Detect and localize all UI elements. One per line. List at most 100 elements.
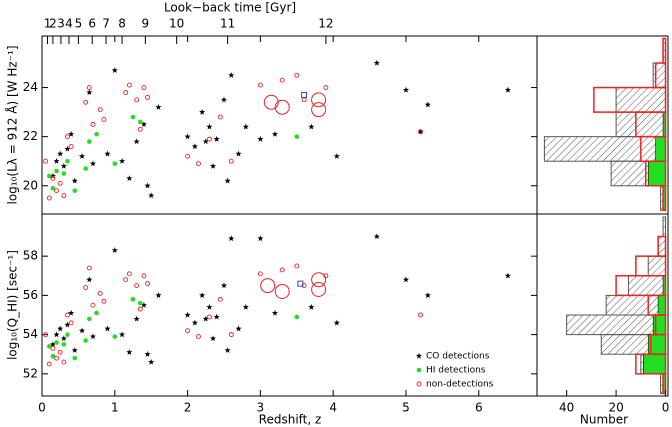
histogram-bar	[543, 136, 667, 162]
co-point	[228, 72, 235, 78]
top-tick-label: 1	[44, 17, 52, 31]
histogram-bar	[627, 275, 667, 296]
co-point	[210, 335, 217, 342]
nondetection-point	[145, 281, 151, 287]
co-point	[111, 67, 118, 73]
top-tick-label: 7	[102, 17, 110, 31]
hi-point	[50, 185, 56, 191]
co-point	[210, 162, 217, 169]
co-point	[220, 282, 228, 289]
co-point	[144, 182, 151, 189]
co-point	[202, 315, 209, 322]
nondetection-point	[43, 332, 49, 338]
highlight-ring	[311, 272, 327, 288]
nondetection-point	[294, 72, 300, 78]
y-axis-title: log₁₀(Lλ = 912 Å) [W Hz⁻¹]	[5, 46, 20, 205]
x-axis-title: Number	[580, 413, 628, 427]
nondetection-point	[196, 334, 201, 340]
nondetection-point	[46, 361, 52, 367]
co-point	[308, 303, 315, 310]
co-point	[333, 319, 340, 326]
top-tick-label: 3	[57, 17, 65, 31]
co-point	[89, 333, 96, 340]
co-point	[140, 121, 147, 127]
highlight-ring	[311, 92, 327, 108]
histogram-bar	[635, 255, 667, 277]
x-tick-label: 0	[662, 401, 670, 415]
hi-point	[94, 310, 99, 316]
top-tick-label: 4	[65, 17, 73, 31]
top-tick-label: 5	[75, 17, 83, 31]
hi-point	[416, 367, 422, 373]
co-point	[373, 233, 380, 240]
co-point	[257, 135, 264, 142]
co-point	[184, 133, 191, 140]
nondetection-point	[206, 314, 212, 320]
hi-point	[130, 114, 136, 120]
nondetection-point	[301, 97, 307, 103]
histogram-bar	[655, 136, 666, 162]
nondetection-point	[418, 129, 423, 135]
nondetection-point	[279, 267, 285, 273]
nondetection-point	[134, 283, 140, 289]
nondetection-point	[123, 90, 129, 95]
nondetection-point	[196, 161, 201, 167]
co-point	[64, 145, 71, 152]
top-tick-label: 6	[88, 17, 96, 31]
nondetection-point	[86, 85, 92, 91]
co-point	[206, 123, 213, 130]
hi-point	[137, 300, 143, 306]
top-tick-label: 11	[220, 17, 235, 31]
y-axis-title: log₁₀(Q_HI) [sec⁻¹]	[6, 250, 20, 360]
co-point	[57, 325, 64, 332]
x-tick-label: 2	[184, 401, 192, 415]
hi-point	[46, 344, 52, 349]
nondetection-point	[279, 77, 285, 83]
highlight-ring	[274, 283, 290, 299]
co-point	[68, 309, 75, 316]
y-tick-label: 24	[23, 80, 38, 94]
x-tick-label: 3	[257, 401, 265, 415]
square-point	[297, 280, 304, 287]
co-point	[199, 292, 206, 298]
x-tick-label: 1	[111, 401, 119, 415]
nondetection-point	[416, 381, 422, 387]
highlight-ring	[274, 99, 290, 115]
hi-point	[72, 188, 78, 193]
co-point	[68, 131, 75, 137]
hi-point	[94, 131, 99, 137]
hi-point	[294, 134, 300, 139]
nondetection-point	[50, 345, 56, 351]
co-point	[235, 325, 242, 332]
histogram-bar	[605, 294, 667, 316]
hi-point	[61, 342, 67, 347]
hi-point	[83, 166, 88, 171]
nondetection-point	[61, 193, 67, 199]
nondetection-point	[68, 320, 74, 326]
co-point	[60, 162, 67, 169]
x-tick-label: 20	[608, 401, 623, 415]
panel-frame	[41, 35, 538, 215]
nondetection-point	[43, 158, 49, 164]
nondetection-point	[97, 290, 103, 296]
hi-point	[54, 168, 59, 174]
hi-point	[46, 173, 52, 179]
hi-point	[112, 334, 118, 339]
co-point	[333, 153, 340, 159]
nondetection-point	[101, 117, 107, 122]
x-tick-label: 4	[329, 401, 337, 415]
co-point	[191, 143, 198, 150]
co-point	[71, 347, 78, 353]
nondetection-point	[126, 82, 132, 88]
nondetection-point	[228, 332, 234, 338]
histogram-bar	[662, 37, 667, 64]
nondetection-point	[86, 265, 92, 271]
nondetection-point	[83, 285, 89, 290]
y-tick-label: 54	[23, 327, 38, 341]
hi-point	[112, 161, 118, 166]
hi-point	[61, 171, 67, 176]
x-tick-label: 0	[38, 401, 46, 415]
nondetection-point	[137, 126, 143, 132]
co-point	[220, 96, 228, 103]
